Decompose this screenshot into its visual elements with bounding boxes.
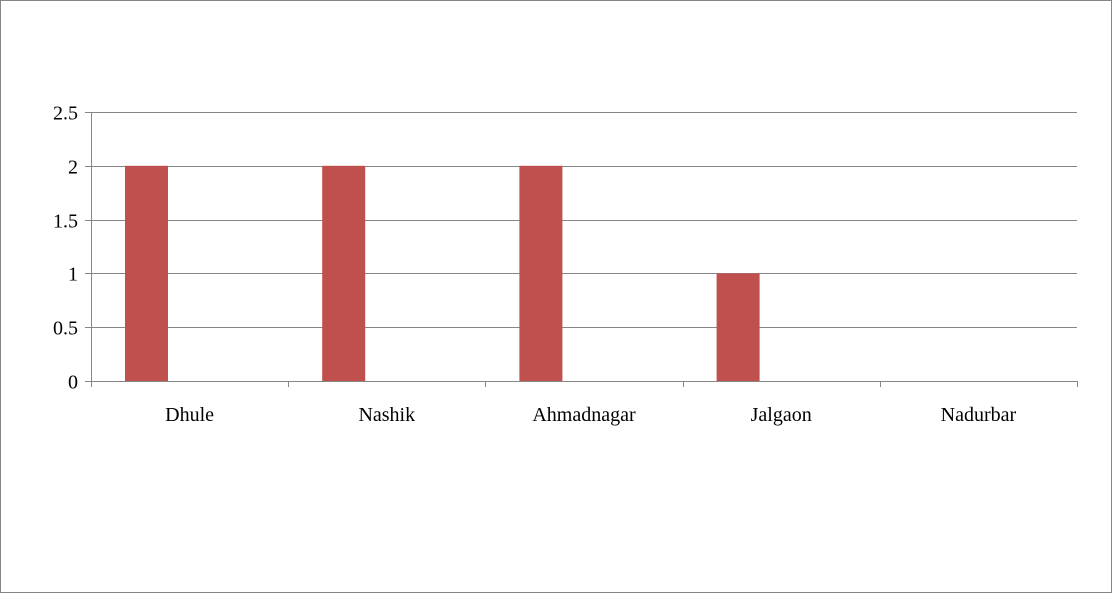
tick-labels: 0 0.5 1 1.5 2 2.5 Dhule Nashik Ahmadnagar Jalgaon… bbox=[53, 103, 1016, 427]
gridlines bbox=[91, 112, 1077, 328]
bar-ahmadnagar bbox=[519, 165, 563, 381]
y-tick-label: 0 bbox=[68, 372, 78, 394]
x-tick-label: Nadurbar bbox=[941, 404, 1017, 426]
y-tick-label: 2 bbox=[68, 157, 78, 179]
y-tick-label: 2.5 bbox=[53, 103, 78, 125]
bar-jalgaon bbox=[716, 273, 760, 381]
axes bbox=[85, 112, 1078, 387]
y-tick-label: 1 bbox=[68, 264, 78, 286]
bars bbox=[125, 165, 760, 381]
x-tick-label: Jalgaon bbox=[751, 404, 812, 426]
y-tick-label: 1.5 bbox=[53, 211, 78, 233]
bar-nashik bbox=[322, 165, 366, 381]
x-tick-label: Ahmadnagar bbox=[532, 404, 636, 426]
y-tick-label: 0.5 bbox=[53, 318, 78, 340]
bar-dhule bbox=[125, 165, 168, 381]
x-tick-label: Nashik bbox=[358, 404, 415, 426]
x-tick-label: Dhule bbox=[165, 404, 214, 426]
